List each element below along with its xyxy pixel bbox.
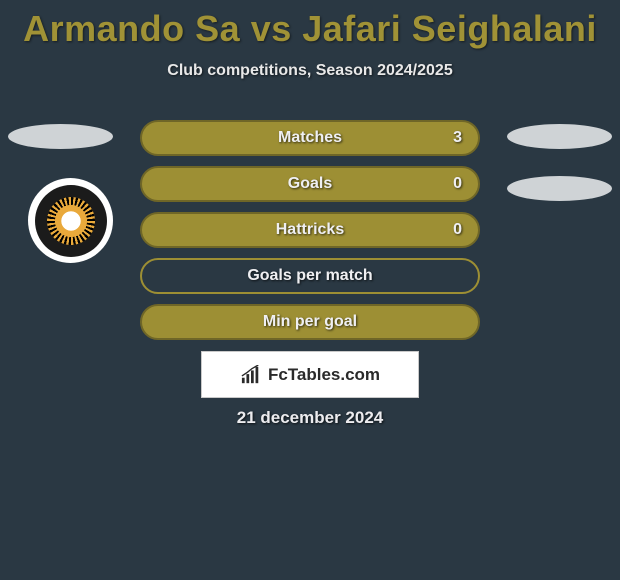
club-logo [28, 178, 113, 263]
bar-goals-per-match: Goals per match [140, 258, 480, 294]
bar-value: 3 [453, 129, 462, 147]
bar-label: Min per goal [263, 313, 357, 331]
bar-hattricks: Hattricks 0 [140, 212, 480, 248]
bar-value: 0 [453, 175, 462, 193]
site-logo-text: FcTables.com [268, 365, 380, 385]
club-logo-inner [43, 193, 99, 249]
bar-label: Matches [278, 129, 342, 147]
bar-label: Goals [288, 175, 332, 193]
player-left-placeholder [8, 124, 113, 149]
bar-label: Hattricks [276, 221, 344, 239]
player-right-placeholder-2 [507, 176, 612, 201]
subtitle: Club competitions, Season 2024/2025 [0, 62, 620, 80]
site-logo-box: FcTables.com [201, 351, 419, 398]
stats-bars: Matches 3 Goals 0 Hattricks 0 Goals per … [140, 120, 480, 350]
page-title: Armando Sa vs Jafari Seighalani [0, 0, 620, 50]
bar-matches: Matches 3 [140, 120, 480, 156]
bar-value: 0 [453, 221, 462, 239]
chart-icon [240, 365, 262, 385]
bar-goals: Goals 0 [140, 166, 480, 202]
player-right-placeholder-1 [507, 124, 612, 149]
bar-min-per-goal: Min per goal [140, 304, 480, 340]
date-label: 21 december 2024 [0, 408, 620, 428]
club-logo-sunburst [43, 193, 99, 249]
club-logo-ring [35, 185, 107, 257]
bar-label: Goals per match [247, 267, 372, 285]
